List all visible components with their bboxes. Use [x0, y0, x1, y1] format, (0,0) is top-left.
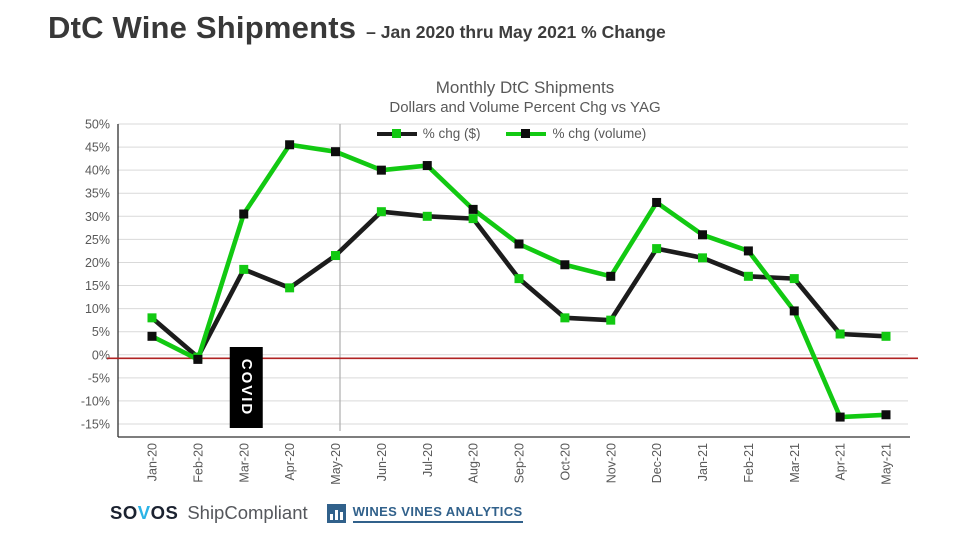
- x-axis-tick-label: Sep-20: [513, 443, 527, 483]
- data-point-marker-volume: [376, 165, 386, 175]
- y-axis-tick-label: -15%: [81, 418, 110, 432]
- data-point-marker-dollars: [514, 274, 524, 284]
- x-axis-tick-label: Jul-20: [421, 443, 435, 477]
- legend-item-dollars: % chg ($): [376, 126, 481, 141]
- data-point-marker-dollars: [468, 214, 478, 224]
- y-axis-tick-label: 15%: [85, 279, 110, 293]
- data-point-marker-volume: [881, 410, 891, 420]
- data-point-marker-dollars: [835, 329, 845, 339]
- data-point-marker-volume: [147, 331, 157, 341]
- data-point-marker-dollars: [652, 244, 662, 254]
- data-point-marker-dollars: [698, 253, 707, 263]
- data-point-marker-dollars: [881, 331, 891, 341]
- data-point-marker-dollars: [239, 264, 249, 274]
- x-axis-tick-label: Mar-20: [237, 443, 251, 483]
- y-axis-tick-label: 30%: [85, 210, 110, 224]
- data-point-marker-volume: [422, 161, 432, 171]
- page-title: DtC Wine Shipments: [48, 10, 357, 45]
- data-point-marker-volume: [835, 412, 845, 422]
- legend-label-dollars: % chg ($): [422, 126, 481, 141]
- x-axis-tick-label: Jan-20: [146, 443, 160, 481]
- y-axis-tick-label: -10%: [81, 394, 110, 408]
- legend-item-volume: % chg (volume): [506, 126, 646, 141]
- data-point-marker-volume: [285, 140, 295, 150]
- y-axis-tick-label: 35%: [85, 187, 110, 201]
- data-point-marker-volume: [560, 260, 570, 270]
- footer-logos: SOVOS ShipCompliant WINES VINES ANALYTIC…: [110, 502, 523, 524]
- covid-annotation-box: [229, 347, 263, 428]
- data-point-marker-dollars: [331, 251, 340, 261]
- x-axis-tick-label: Feb-21: [742, 443, 756, 483]
- y-axis-tick-label: 25%: [85, 233, 110, 247]
- chart-title: Monthly DtC Shipments: [435, 78, 615, 97]
- x-axis-tick-label: May-20: [329, 443, 343, 485]
- data-point-marker-volume: [468, 204, 478, 214]
- data-point-marker-dollars: [789, 274, 799, 284]
- data-point-marker-volume: [514, 239, 524, 249]
- y-axis-tick-label: 5%: [92, 325, 110, 339]
- x-axis-tick-label: Apr-21: [834, 443, 848, 481]
- x-axis-tick-label: Jan-21: [696, 443, 710, 481]
- shipcompliant-logo-text: ShipCompliant: [187, 502, 308, 523]
- chart-legend: % chg ($) % chg (volume): [34, 126, 955, 141]
- data-point-marker-volume: [239, 209, 249, 219]
- data-point-marker-dollars: [560, 313, 570, 323]
- y-axis-tick-label: -5%: [88, 371, 110, 385]
- x-axis-tick-label: Jun-20: [375, 443, 389, 481]
- header: DtC Wine Shipments – Jan 2020 thru May 2…: [48, 10, 666, 46]
- wines-vines-analytics-logo: WINES VINES ANALYTICS: [326, 503, 523, 523]
- x-axis-tick-label: Feb-20: [191, 443, 205, 483]
- data-point-marker-volume: [743, 246, 753, 256]
- data-point-marker-volume: [331, 147, 340, 157]
- x-axis-tick-label: Apr-20: [283, 443, 297, 481]
- data-point-marker-dollars: [422, 211, 432, 221]
- page-subtitle: – Jan 2020 thru May 2021 % Change: [366, 22, 666, 42]
- data-point-marker-volume: [652, 197, 662, 207]
- x-axis-tick-label: May-21: [880, 443, 894, 485]
- x-axis-tick-label: Mar-21: [788, 443, 802, 483]
- covid-annotation-label: COVID: [238, 359, 255, 417]
- data-point-marker-dollars: [147, 313, 157, 323]
- data-point-marker-dollars: [376, 207, 386, 217]
- x-axis-tick-label: Oct-20: [558, 443, 572, 481]
- x-axis-tick-label: Aug-20: [467, 443, 481, 483]
- y-axis-tick-label: 20%: [85, 256, 110, 270]
- y-axis-tick-label: 40%: [85, 164, 110, 178]
- y-axis-tick-label: 45%: [85, 141, 110, 155]
- sovos-logo: SOVOS: [110, 502, 179, 523]
- data-point-marker-dollars: [285, 283, 295, 293]
- wines-vines-analytics-text: WINES VINES ANALYTICS: [352, 504, 523, 523]
- data-point-marker-volume: [606, 271, 616, 281]
- y-axis-tick-label: 50%: [85, 118, 110, 132]
- data-point-marker-dollars: [606, 315, 616, 325]
- x-axis-tick-label: Dec-20: [650, 443, 664, 483]
- bar-chart-icon: [326, 503, 346, 523]
- legend-swatch-dollars: [376, 128, 417, 139]
- data-point-marker-volume: [698, 230, 707, 240]
- data-point-marker-volume: [193, 354, 203, 364]
- y-axis-tick-label: 10%: [85, 302, 110, 316]
- legend-label-volume: % chg (volume): [552, 126, 647, 141]
- x-axis-tick-label: Nov-20: [604, 443, 618, 483]
- legend-swatch-volume: [506, 128, 547, 139]
- y-axis-tick-label: 0%: [92, 348, 110, 362]
- data-point-marker-volume: [789, 306, 799, 316]
- chart-subtitle: Dollars and Volume Percent Chg vs YAG: [389, 99, 661, 116]
- data-point-marker-dollars: [743, 271, 753, 281]
